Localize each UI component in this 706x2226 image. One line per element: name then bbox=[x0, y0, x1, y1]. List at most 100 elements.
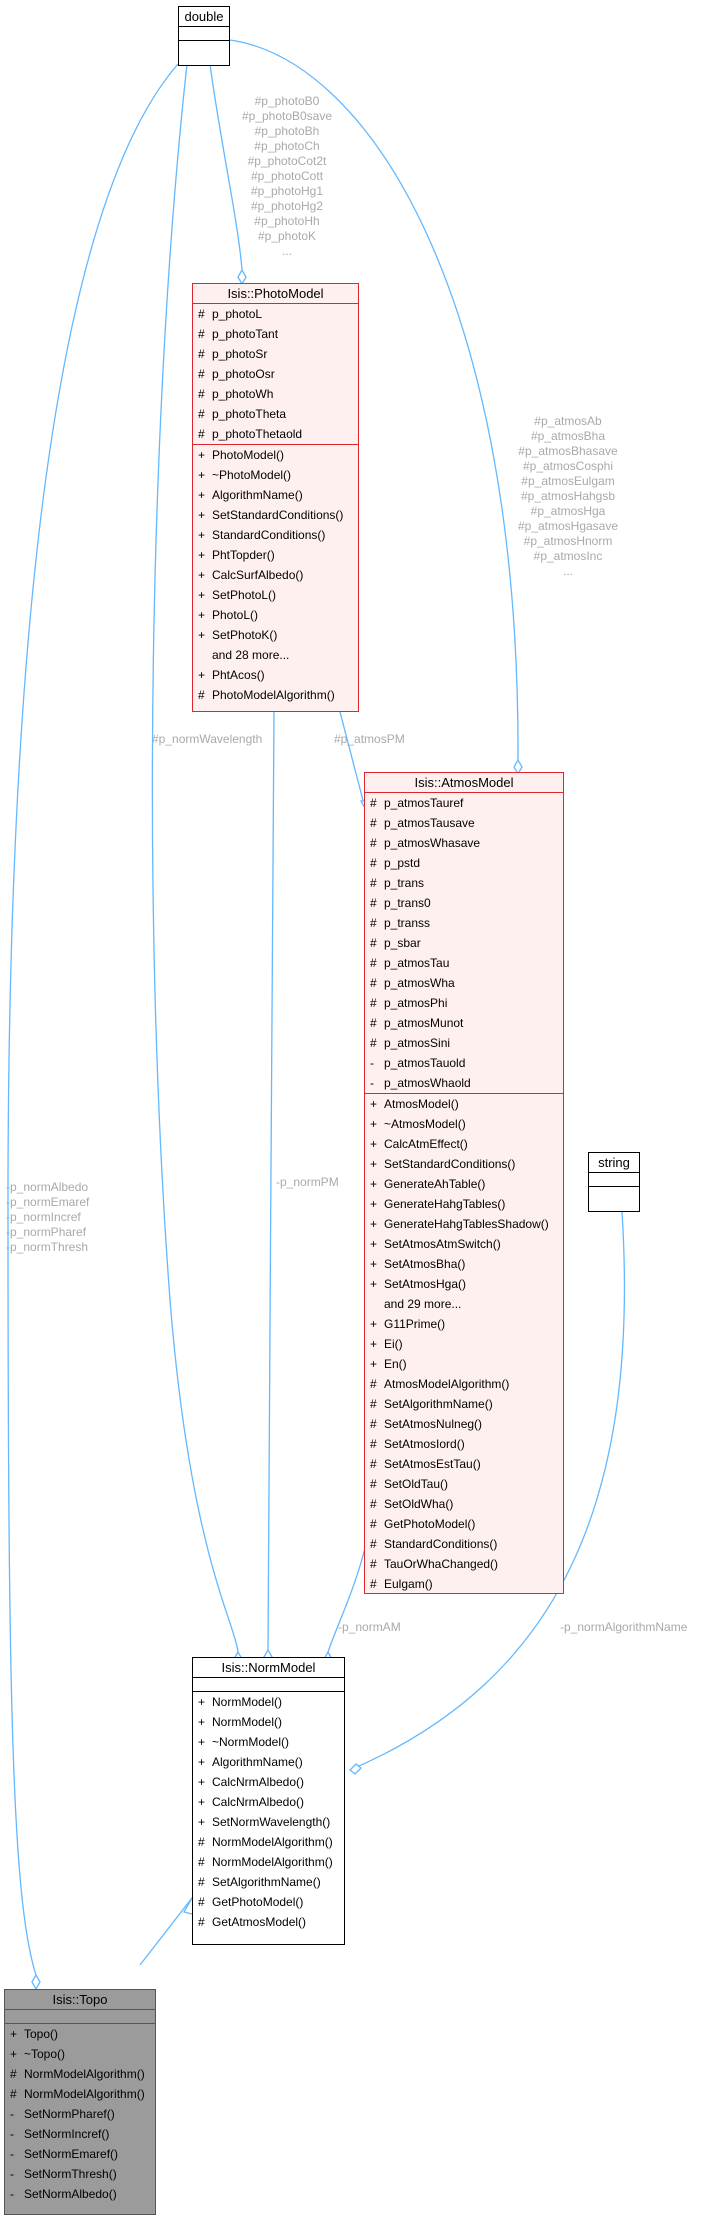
method-row[interactable]: + AlgorithmName() bbox=[193, 1752, 344, 1772]
attribute-row[interactable]: # p_photoSr bbox=[193, 344, 358, 364]
member-name: SetAlgorithmName() bbox=[212, 1875, 321, 1889]
attribute-row[interactable]: # p_transs bbox=[365, 913, 563, 933]
method-row[interactable]: # GetPhotoModel() bbox=[365, 1514, 563, 1534]
method-row[interactable]: + SetAtmosHga() bbox=[365, 1274, 563, 1294]
attribute-row[interactable]: # p_photoTant bbox=[193, 324, 358, 344]
attribute-row[interactable]: # p_photoThetaold bbox=[193, 424, 358, 444]
attribute-row[interactable]: # p_sbar bbox=[365, 933, 563, 953]
method-row[interactable]: # NormModelAlgorithm() bbox=[193, 1832, 344, 1852]
edge-label-line: #p_atmosCosphi bbox=[522, 459, 614, 473]
method-row[interactable]: + ~Topo() bbox=[5, 2044, 155, 2064]
method-row[interactable]: + SetStandardConditions() bbox=[193, 505, 358, 525]
method-row[interactable]: # TauOrWhaChanged() bbox=[365, 1554, 563, 1574]
more-members-link[interactable]: and 28 more... bbox=[193, 645, 358, 665]
attribute-row[interactable]: # p_photoOsr bbox=[193, 364, 358, 384]
method-row[interactable]: # PhotoModelAlgorithm() bbox=[193, 685, 358, 705]
method-row[interactable]: + NormModel() bbox=[193, 1712, 344, 1732]
method-row[interactable]: + En() bbox=[365, 1354, 563, 1374]
edge-double-to-atmos bbox=[229, 39, 519, 761]
method-row[interactable]: # Eulgam() bbox=[365, 1574, 563, 1593]
attribute-row[interactable]: # p_atmosWhasave bbox=[365, 833, 563, 853]
method-row[interactable]: # SetAlgorithmName() bbox=[365, 1394, 563, 1414]
method-row[interactable]: + PhtTopder() bbox=[193, 545, 358, 565]
method-row[interactable]: # SetOldTau() bbox=[365, 1474, 563, 1494]
attribute-row[interactable]: # p_photoL bbox=[193, 304, 358, 324]
attribute-row[interactable]: # p_atmosTauref bbox=[365, 793, 563, 813]
visibility-marker: + bbox=[198, 488, 206, 502]
method-row[interactable]: # StandardConditions() bbox=[365, 1534, 563, 1554]
visibility-marker: - bbox=[10, 2127, 14, 2141]
attribute-row[interactable]: # p_atmosMunot bbox=[365, 1013, 563, 1033]
method-row[interactable]: # GetAtmosModel() bbox=[193, 1912, 344, 1932]
method-row[interactable]: + AtmosModel() bbox=[365, 1094, 563, 1114]
method-row[interactable]: + NormModel() bbox=[193, 1692, 344, 1712]
method-row[interactable]: + PhtAcos() bbox=[193, 665, 358, 685]
method-row[interactable]: + ~AtmosModel() bbox=[365, 1114, 563, 1134]
method-row[interactable]: + SetStandardConditions() bbox=[365, 1154, 563, 1174]
method-row[interactable]: + ~PhotoModel() bbox=[193, 465, 358, 485]
method-row[interactable]: + GenerateAhTable() bbox=[365, 1174, 563, 1194]
attribute-row[interactable]: # p_atmosWha bbox=[365, 973, 563, 993]
method-row[interactable]: - SetNormAlbedo() bbox=[5, 2184, 155, 2204]
method-row[interactable]: - SetNormEmaref() bbox=[5, 2144, 155, 2164]
attribute-row[interactable]: # p_photoWh bbox=[193, 384, 358, 404]
method-row[interactable]: # NormModelAlgorithm() bbox=[193, 1852, 344, 1872]
method-row[interactable]: # SetOldWha() bbox=[365, 1494, 563, 1514]
method-row[interactable]: + ~NormModel() bbox=[193, 1732, 344, 1752]
member-name: NormModelAlgorithm() bbox=[212, 1835, 333, 1849]
method-row[interactable]: + SetAtmosAtmSwitch() bbox=[365, 1234, 563, 1254]
method-row[interactable]: - SetNormIncref() bbox=[5, 2124, 155, 2144]
method-row[interactable]: # NormModelAlgorithm() bbox=[5, 2084, 155, 2104]
attribute-row[interactable]: # p_atmosTau bbox=[365, 953, 563, 973]
member-name: NormModelAlgorithm() bbox=[24, 2087, 145, 2101]
attribute-row[interactable]: - p_atmosTauold bbox=[365, 1053, 563, 1073]
class-topo[interactable]: Isis::Topo + Topo() + ~Topo() # NormModelAlgo… bbox=[4, 1989, 156, 2215]
method-row[interactable]: + SetAtmosBha() bbox=[365, 1254, 563, 1274]
method-row[interactable]: - SetNormPharef() bbox=[5, 2104, 155, 2124]
class-double[interactable]: double bbox=[178, 6, 230, 66]
member-name: SetPhotoL() bbox=[212, 588, 277, 602]
method-row[interactable]: + Ei() bbox=[365, 1334, 563, 1354]
member-name: and 29 more... bbox=[384, 1297, 462, 1311]
method-row[interactable]: + PhotoL() bbox=[193, 605, 358, 625]
attribute-row[interactable]: # p_trans bbox=[365, 873, 563, 893]
attribute-row[interactable]: # p_atmosPhi bbox=[365, 993, 563, 1013]
member-name: G11Prime() bbox=[384, 1317, 446, 1331]
method-row[interactable]: + G11Prime() bbox=[365, 1314, 563, 1334]
method-row[interactable]: # NormModelAlgorithm() bbox=[5, 2064, 155, 2084]
method-row[interactable]: # SetAlgorithmName() bbox=[193, 1872, 344, 1892]
method-row[interactable]: # AtmosModelAlgorithm() bbox=[365, 1374, 563, 1394]
attribute-row[interactable]: # p_trans0 bbox=[365, 893, 563, 913]
method-row[interactable]: + SetPhotoK() bbox=[193, 625, 358, 645]
attribute-row[interactable]: - p_atmosWhaold bbox=[365, 1073, 563, 1093]
method-row[interactable]: + StandardConditions() bbox=[193, 525, 358, 545]
visibility-marker: # bbox=[370, 996, 377, 1010]
method-row[interactable]: + GenerateHahgTablesShadow() bbox=[365, 1214, 563, 1234]
class-atmos-model[interactable]: Isis::AtmosModel # p_atmosTauref # p_atmosT… bbox=[364, 772, 564, 1594]
method-row[interactable]: # SetAtmosIord() bbox=[365, 1434, 563, 1454]
member-name: GetAtmosModel() bbox=[212, 1915, 307, 1929]
more-members-link[interactable]: and 29 more... bbox=[365, 1294, 563, 1314]
class-name: Isis::NormModel bbox=[193, 1658, 344, 1678]
class-photo-model[interactable]: Isis::PhotoModel # p_photoL # p_photoTant # p… bbox=[192, 283, 359, 712]
attribute-row[interactable]: # p_atmosSini bbox=[365, 1033, 563, 1053]
method-row[interactable]: + CalcAtmEffect() bbox=[365, 1134, 563, 1154]
attribute-row[interactable]: # p_photoTheta bbox=[193, 404, 358, 424]
method-row[interactable]: + CalcSurfAlbedo() bbox=[193, 565, 358, 585]
method-row[interactable]: + PhotoModel() bbox=[193, 445, 358, 465]
method-row[interactable]: + CalcNrmAlbedo() bbox=[193, 1772, 344, 1792]
method-row[interactable]: + CalcNrmAlbedo() bbox=[193, 1792, 344, 1812]
method-row[interactable]: # SetAtmosEstTau() bbox=[365, 1454, 563, 1474]
method-row[interactable]: + Topo() bbox=[5, 2024, 155, 2044]
method-row[interactable]: + SetPhotoL() bbox=[193, 585, 358, 605]
method-row[interactable]: - SetNormThresh() bbox=[5, 2164, 155, 2184]
method-row[interactable]: + AlgorithmName() bbox=[193, 485, 358, 505]
method-row[interactable]: + SetNormWavelength() bbox=[193, 1812, 344, 1832]
method-row[interactable]: # SetAtmosNulneg() bbox=[365, 1414, 563, 1434]
attribute-row[interactable]: # p_pstd bbox=[365, 853, 563, 873]
class-string[interactable]: string bbox=[588, 1152, 640, 1212]
method-row[interactable]: # GetPhotoModel() bbox=[193, 1892, 344, 1912]
method-row[interactable]: + GenerateHahgTables() bbox=[365, 1194, 563, 1214]
class-norm-model[interactable]: Isis::NormModel + NormModel() + NormModel()… bbox=[192, 1657, 345, 1945]
attribute-row[interactable]: # p_atmosTausave bbox=[365, 813, 563, 833]
